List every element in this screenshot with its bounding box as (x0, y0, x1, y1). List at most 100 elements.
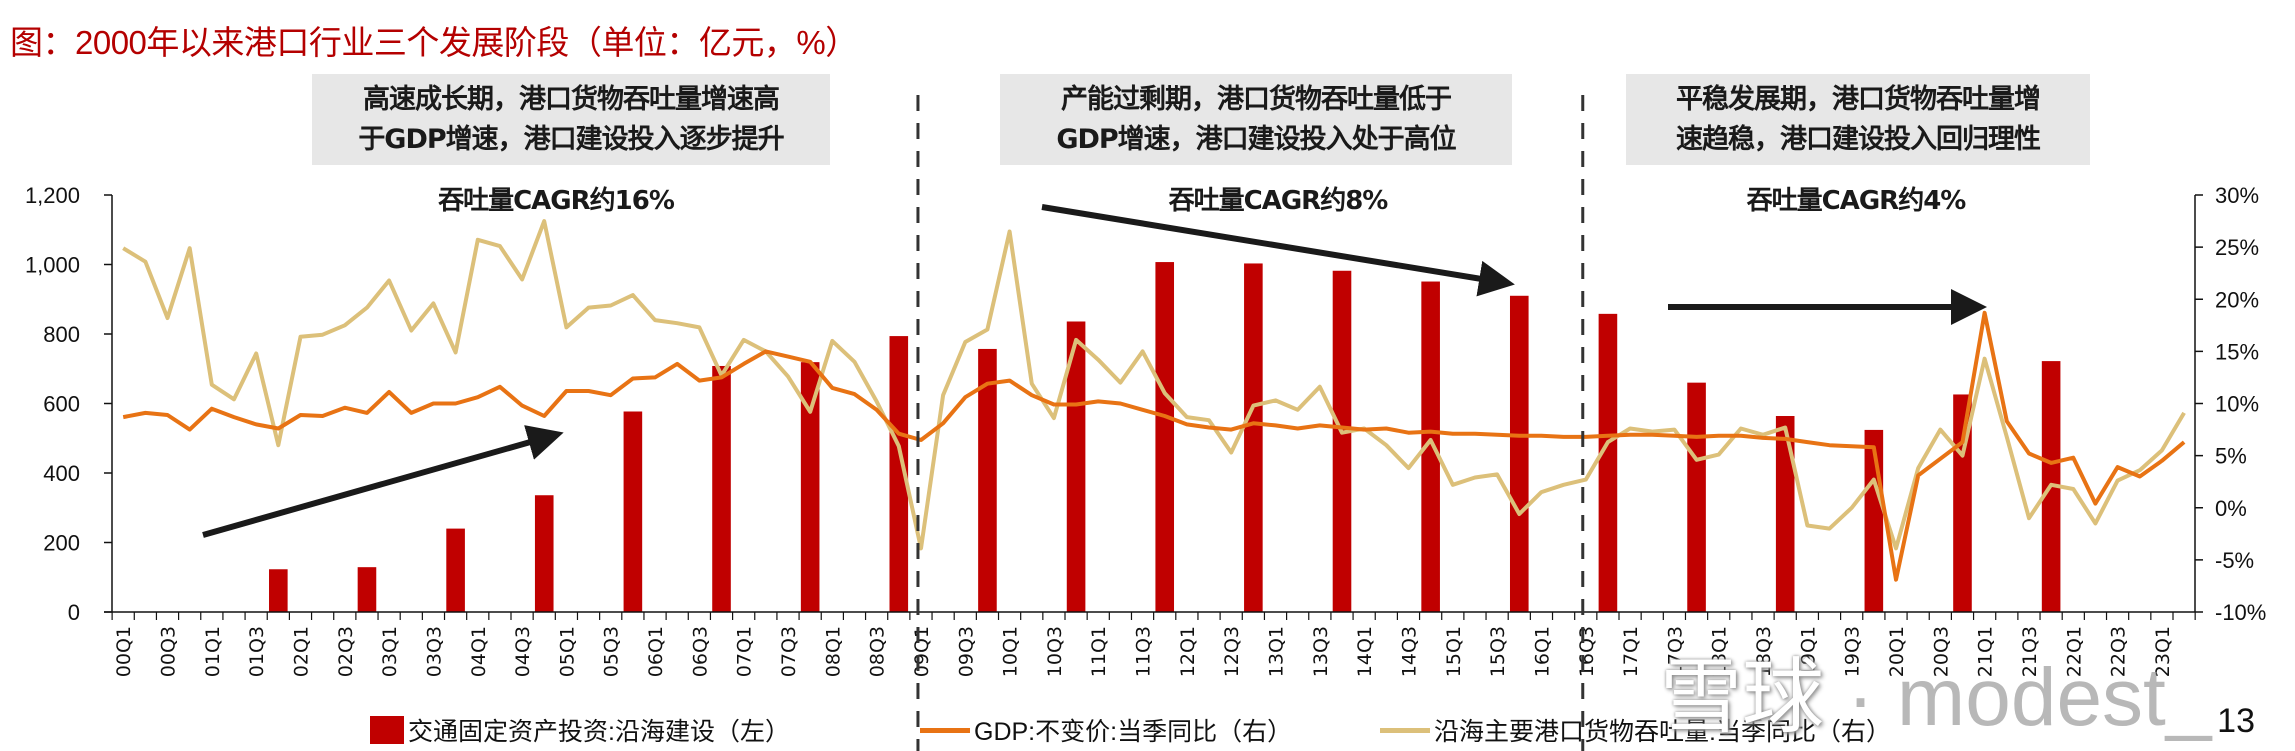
right-tick-label: 20% (2215, 287, 2259, 312)
x-tick-label: 22Q1 (2063, 626, 2085, 677)
lines-layer (122, 219, 2186, 582)
legend-label: GDP:不变价:当季同比（右） (974, 718, 1293, 746)
bar-17Q4 (1687, 382, 1706, 612)
x-tick-label: 04Q3 (512, 626, 534, 677)
legend-item-investment: 交通固定资产投资:沿海建设（左） (370, 712, 920, 748)
throughput-line (122, 219, 2186, 551)
bar-06Q4 (712, 365, 731, 612)
x-tick-label: 14Q1 (1354, 626, 1376, 677)
x-tick-label: 03Q3 (423, 626, 445, 677)
right-tick-label: 0% (2215, 496, 2247, 521)
legend-swatch-line (920, 727, 970, 733)
phase-line: 高速成长期，港口货物吞吐量增速高 (363, 83, 780, 115)
cagr-label-overcapacity: 吞吐量CAGR约8% (1168, 186, 1389, 216)
axes-layer: 0 200 400 600 800 1,000 1,200 -10% -5% 0% 5% 10% 15%… (25, 183, 2266, 677)
x-tick-label: 08Q1 (822, 626, 844, 677)
phase-description: 平稳发展期，港口货物吞吐量增 速趋稳，港口建设投入回归理性 (1676, 80, 2041, 160)
x-tick-label: 11Q3 (1133, 626, 1155, 677)
bar-11Q4 (1155, 262, 1175, 612)
gdp-line (122, 310, 2186, 582)
phase-box-growth: 高速成长期，港口货物吞吐量增速高 于GDP增速，港口建设投入逐步提升 (312, 74, 830, 165)
x-tick-label: 18Q1 (1709, 626, 1731, 677)
phase-line: 于GDP增速，港口建设投入逐步提升 (358, 123, 784, 155)
bar-12Q4 (1244, 263, 1263, 612)
bar-07Q4 (800, 362, 820, 612)
trend-arrow-down (1041, 204, 1515, 297)
x-tick-label: 03Q1 (379, 626, 401, 677)
right-tick-label: 10% (2215, 392, 2259, 417)
x-tick-label: 12Q3 (1221, 626, 1243, 677)
x-tick-label: 05Q3 (601, 626, 623, 677)
bar-05Q4 (623, 411, 643, 612)
x-tick-label: 16Q3 (1576, 626, 1598, 677)
phase-line: 产能过剩期，港口货物吞吐量低于 (1061, 83, 1452, 115)
legend-swatch-bar (370, 716, 404, 744)
bar-02Q4 (357, 567, 377, 612)
right-tick-label: 5% (2215, 444, 2247, 469)
phase-box-stable: 平稳发展期，港口货物吞吐量增 速趋稳，港口建设投入回归理性 (1626, 74, 2090, 165)
x-tick-label: 20Q1 (1886, 626, 1908, 677)
bar-13Q4 (1332, 270, 1352, 612)
phase-description: 产能过剩期，港口货物吞吐量低于 GDP增速，港口建设投入处于高位 (1056, 80, 1456, 160)
x-tick-label: 12Q1 (1177, 626, 1199, 677)
x-tick-label: 20Q3 (1930, 626, 1952, 677)
legend-label: 交通固定资产投资:沿海建设（左） (408, 718, 790, 746)
phase-dividers (916, 95, 1585, 751)
x-tick-label: 08Q3 (867, 626, 889, 677)
right-tick-label: -5% (2215, 548, 2254, 573)
x-tick-label: 21Q1 (1975, 626, 1997, 677)
bars-layer (269, 262, 2061, 612)
x-tick-label: 06Q1 (645, 626, 667, 677)
chart-title: 图：2000年以来港口行业三个发展阶段（单位：亿元，%） (10, 24, 858, 61)
left-tick-label: 200 (43, 531, 80, 556)
bar-01Q4 (269, 569, 288, 612)
x-tick-label: 06Q3 (689, 626, 711, 677)
left-tick-label: 600 (43, 392, 80, 417)
legend: 交通固定资产投资:沿海建设（左） GDP:不变价:当季同比（右） 沿海主要港口货… (370, 712, 1891, 748)
bar-04Q4 (534, 495, 554, 612)
x-tick-label: 14Q3 (1398, 626, 1420, 677)
bar-16Q4 (1598, 313, 1618, 612)
x-tick-label: 21Q3 (2019, 626, 2041, 677)
x-tick-label: 09Q3 (955, 626, 977, 677)
x-tick-label: 07Q3 (778, 626, 800, 677)
x-tick-label: 15Q3 (1487, 626, 1509, 677)
right-tick-label: 25% (2215, 235, 2259, 260)
legend-label: 沿海主要港口货物吞吐量:当季同比（右） (1434, 718, 1891, 746)
x-tick-label: 19Q3 (1842, 626, 1864, 677)
x-tick-label: 22Q3 (2108, 626, 2130, 677)
x-tick-label: 13Q1 (1266, 626, 1288, 677)
bar-15Q4 (1509, 295, 1529, 612)
bar-14Q4 (1421, 281, 1440, 612)
x-tick-label: 13Q3 (1310, 626, 1332, 677)
phase-line: GDP增速，港口建设投入处于高位 (1056, 123, 1456, 155)
x-tick-label: 19Q1 (1797, 626, 1819, 677)
bar-10Q4 (1066, 321, 1086, 612)
x-tick-label: 09Q1 (911, 626, 933, 677)
x-tick-label: 01Q3 (246, 626, 268, 677)
x-tick-label: 23Q1 (2152, 626, 2174, 677)
right-tick-label: -10% (2215, 600, 2266, 625)
page-number: 13 (2217, 702, 2255, 740)
left-tick-label: 1,000 (25, 253, 80, 278)
left-tick-label: 0 (68, 600, 80, 625)
phase-description: 高速成长期，港口货物吞吐量增速高 于GDP增速，港口建设投入逐步提升 (358, 80, 784, 160)
right-tick-label: 15% (2215, 339, 2259, 364)
x-tick-label: 18Q3 (1753, 626, 1775, 677)
phase-box-overcapacity: 产能过剩期，港口货物吞吐量低于 GDP增速，港口建设投入处于高位 (1000, 74, 1512, 165)
trend-arrow-up (202, 425, 564, 538)
x-tick-label: 00Q3 (158, 626, 180, 677)
x-tick-label: 11Q1 (1088, 626, 1110, 677)
left-tick-label: 800 (43, 322, 80, 347)
x-tick-label: 15Q1 (1443, 626, 1465, 677)
right-tick-label: 30% (2215, 183, 2259, 208)
bar-03Q4 (446, 528, 465, 612)
phase-line: 平稳发展期，港口货物吞吐量增 (1676, 83, 2041, 115)
x-tick-label: 10Q1 (1000, 626, 1022, 677)
legend-item-throughput: 沿海主要港口货物吞吐量:当季同比（右） (1380, 712, 1891, 748)
x-tick-label: 05Q1 (556, 626, 578, 677)
bar-08Q4 (889, 336, 909, 612)
cagr-label-stable: 吞吐量CAGR约4% (1746, 186, 1967, 216)
x-tick-label: 17Q1 (1620, 626, 1642, 677)
